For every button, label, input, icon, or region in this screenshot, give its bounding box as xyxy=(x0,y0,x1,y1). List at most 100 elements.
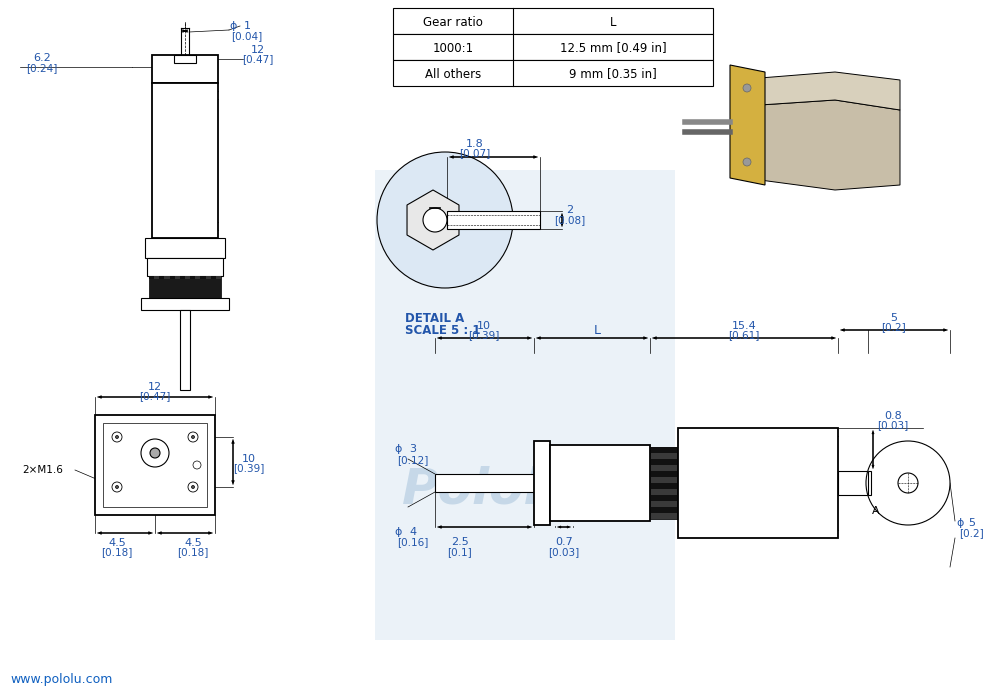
Bar xyxy=(94,415,215,515)
Bar xyxy=(393,60,713,86)
Text: [0.16]: [0.16] xyxy=(397,537,428,547)
Text: 2×M1.6: 2×M1.6 xyxy=(22,465,63,475)
Bar xyxy=(185,276,190,279)
Text: www.pololu.com: www.pololu.com xyxy=(10,673,112,687)
Text: L: L xyxy=(609,15,615,29)
Bar xyxy=(206,276,211,279)
Text: Pololu: Pololu xyxy=(402,466,578,514)
Bar xyxy=(446,211,540,229)
Circle shape xyxy=(150,448,160,458)
Text: 2: 2 xyxy=(566,205,573,215)
Circle shape xyxy=(865,441,949,525)
Text: 4.5: 4.5 xyxy=(108,538,126,548)
Bar xyxy=(867,471,870,495)
Text: 10: 10 xyxy=(476,321,490,331)
Polygon shape xyxy=(730,65,764,185)
Circle shape xyxy=(377,152,513,288)
Text: 12: 12 xyxy=(148,382,162,392)
Bar xyxy=(650,453,676,459)
Bar xyxy=(147,258,223,276)
Bar xyxy=(650,447,676,453)
Circle shape xyxy=(898,473,917,493)
Bar xyxy=(154,276,159,279)
Bar xyxy=(393,34,713,60)
Text: 1000:1: 1000:1 xyxy=(432,41,473,55)
Bar xyxy=(837,471,867,495)
Text: [0.47]: [0.47] xyxy=(139,391,171,401)
Text: 5: 5 xyxy=(890,313,897,323)
Text: Gear ratio: Gear ratio xyxy=(422,15,482,29)
Polygon shape xyxy=(740,70,759,180)
Circle shape xyxy=(115,435,118,438)
Polygon shape xyxy=(407,190,458,250)
Bar xyxy=(650,501,676,507)
Bar xyxy=(159,276,164,279)
Bar xyxy=(152,83,218,238)
Bar xyxy=(216,276,221,279)
Text: ϕ: ϕ xyxy=(955,518,963,528)
Text: [0.07]: [0.07] xyxy=(459,148,490,158)
Bar xyxy=(650,489,676,495)
Bar xyxy=(164,276,169,279)
Text: DETAIL A: DETAIL A xyxy=(405,312,464,325)
Bar xyxy=(180,310,190,390)
Bar xyxy=(650,477,676,483)
Circle shape xyxy=(743,84,750,92)
Text: 0.8: 0.8 xyxy=(884,411,901,421)
Polygon shape xyxy=(759,100,900,190)
Bar xyxy=(650,513,676,519)
Text: 2.5: 2.5 xyxy=(450,537,468,547)
Text: 3: 3 xyxy=(410,444,416,454)
Text: SCALE 5 : 1: SCALE 5 : 1 xyxy=(405,323,480,337)
Text: [0.18]: [0.18] xyxy=(101,547,132,557)
Text: 12: 12 xyxy=(250,45,264,55)
Text: 1: 1 xyxy=(244,21,250,31)
Text: [0.1]: [0.1] xyxy=(447,547,472,557)
Polygon shape xyxy=(740,70,759,180)
Polygon shape xyxy=(759,72,900,110)
Circle shape xyxy=(422,208,446,232)
Text: 9 mm [0.35 in]: 9 mm [0.35 in] xyxy=(569,67,656,80)
Text: ϕ: ϕ xyxy=(394,527,402,537)
Text: [0.2]: [0.2] xyxy=(881,322,906,332)
Text: [0.04]: [0.04] xyxy=(232,31,262,41)
Text: 4: 4 xyxy=(409,527,416,537)
Text: [0.08]: [0.08] xyxy=(554,215,585,225)
Text: ϕ: ϕ xyxy=(229,21,237,31)
Circle shape xyxy=(115,486,118,489)
Bar xyxy=(211,276,216,279)
Bar xyxy=(149,276,221,298)
Text: 0.7: 0.7 xyxy=(555,537,573,547)
Bar xyxy=(650,495,676,501)
Bar xyxy=(650,459,676,465)
Text: L: L xyxy=(592,323,600,337)
Bar xyxy=(534,441,550,525)
Text: 10: 10 xyxy=(242,454,255,464)
Text: [0.47]: [0.47] xyxy=(243,54,273,64)
Bar xyxy=(550,445,649,521)
Bar xyxy=(169,276,175,279)
Text: All others: All others xyxy=(424,67,481,80)
Bar xyxy=(145,238,225,258)
Text: [0.39]: [0.39] xyxy=(233,463,264,473)
Bar xyxy=(649,447,677,519)
Bar xyxy=(174,55,196,63)
Text: 6.2: 6.2 xyxy=(33,53,51,63)
Text: 1.8: 1.8 xyxy=(465,139,483,149)
Bar xyxy=(195,276,200,279)
Text: [0.61]: [0.61] xyxy=(728,330,759,340)
Text: [0.39]: [0.39] xyxy=(468,330,499,340)
Text: [0.18]: [0.18] xyxy=(177,547,209,557)
Circle shape xyxy=(191,486,194,489)
Text: [0.12]: [0.12] xyxy=(397,455,428,465)
Text: 5: 5 xyxy=(967,518,974,528)
Bar xyxy=(434,474,534,492)
Bar xyxy=(650,483,676,489)
Bar xyxy=(149,276,154,279)
Bar xyxy=(375,170,674,640)
Bar xyxy=(180,276,185,279)
Bar xyxy=(103,423,207,507)
Text: ϕ: ϕ xyxy=(394,444,402,454)
Bar xyxy=(141,298,229,310)
Text: 4.5: 4.5 xyxy=(184,538,202,548)
